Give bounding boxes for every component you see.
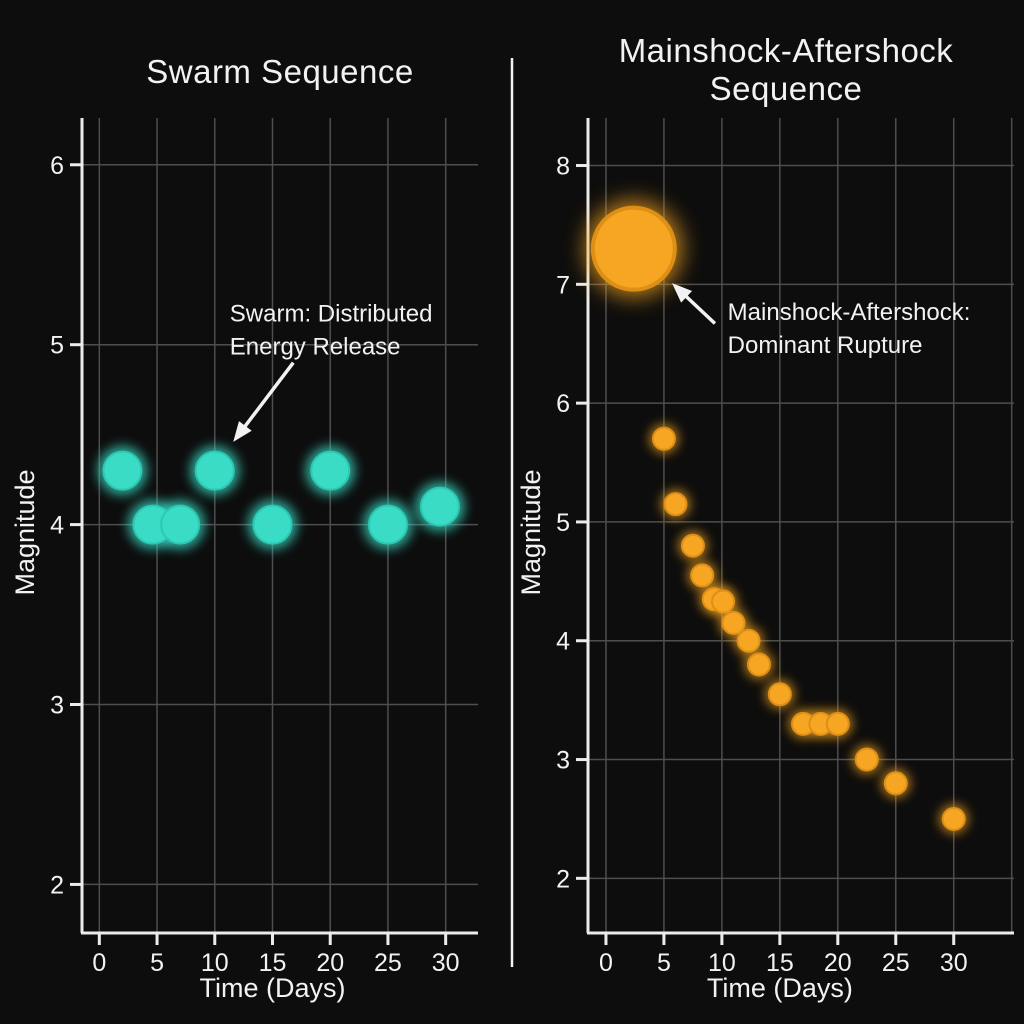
y-tick-label: 7 xyxy=(556,271,570,299)
y-tick-label: 6 xyxy=(50,152,64,180)
y-tick-label: 2 xyxy=(556,865,570,893)
data-point xyxy=(651,426,676,451)
data-point xyxy=(252,504,293,545)
data-point xyxy=(194,450,235,491)
data-point xyxy=(711,589,736,614)
x-tick-label: 20 xyxy=(316,949,344,977)
x-axis-label: Time (Days) xyxy=(199,973,345,1003)
x-axis-label: Time (Days) xyxy=(707,973,853,1003)
y-tick-label: 5 xyxy=(50,332,64,360)
data-point xyxy=(854,747,879,772)
data-point xyxy=(367,504,408,545)
y-tick-label: 8 xyxy=(556,153,570,181)
annotation-arrowhead xyxy=(672,283,693,303)
y-tick-label: 2 xyxy=(50,871,64,899)
x-tick-label: 15 xyxy=(766,949,794,977)
x-tick-label: 25 xyxy=(374,949,402,977)
data-point xyxy=(736,628,761,653)
x-tick-label: 15 xyxy=(259,949,287,977)
x-tick-label: 10 xyxy=(708,949,736,977)
x-tick-label: 0 xyxy=(599,949,613,977)
plot-title: Swarm Sequence xyxy=(146,53,413,90)
data-point xyxy=(690,563,715,588)
data-point xyxy=(767,682,792,707)
annotation-text: Dominant Rupture xyxy=(728,332,923,359)
x-tick-label: 0 xyxy=(92,949,106,977)
annotation-arrow xyxy=(681,291,717,325)
y-tick-label: 3 xyxy=(50,692,64,720)
y-tick-label: 4 xyxy=(50,512,64,540)
y-tick-label: 3 xyxy=(556,747,570,775)
y-tick-label: 5 xyxy=(556,509,570,537)
data-point xyxy=(746,652,771,677)
data-point xyxy=(160,504,201,545)
annotation-text: Energy Release xyxy=(230,333,401,360)
x-tick-label: 20 xyxy=(824,949,852,977)
data-point xyxy=(310,450,351,491)
x-tick-label: 10 xyxy=(201,949,229,977)
data-point xyxy=(883,771,908,796)
annotation-arrow xyxy=(240,361,295,432)
x-tick-label: 25 xyxy=(882,949,910,977)
data-point xyxy=(680,533,705,558)
y-tick-label: 6 xyxy=(556,390,570,418)
y-axis-label: Magnitude xyxy=(10,469,40,595)
x-tick-label: 5 xyxy=(657,949,671,977)
annotation-arrowhead xyxy=(233,421,252,442)
plot-title: Sequence xyxy=(710,70,863,107)
annotation-text: Swarm: Distributed xyxy=(230,300,433,327)
data-point xyxy=(941,806,966,831)
data-point xyxy=(721,610,746,635)
data-point xyxy=(825,711,850,736)
annotation-text: Mainshock-Aftershock: xyxy=(728,299,971,326)
y-tick-label: 4 xyxy=(556,628,570,656)
x-tick-label: 30 xyxy=(940,949,968,977)
data-point xyxy=(102,450,143,491)
data-point xyxy=(419,486,460,527)
x-tick-label: 5 xyxy=(150,949,164,977)
plot-title: Mainshock-Aftershock xyxy=(619,32,954,69)
mainshock-point xyxy=(590,205,677,292)
x-tick-label: 30 xyxy=(432,949,460,977)
data-point xyxy=(663,492,688,517)
y-axis-label: Magnitude xyxy=(516,469,546,595)
